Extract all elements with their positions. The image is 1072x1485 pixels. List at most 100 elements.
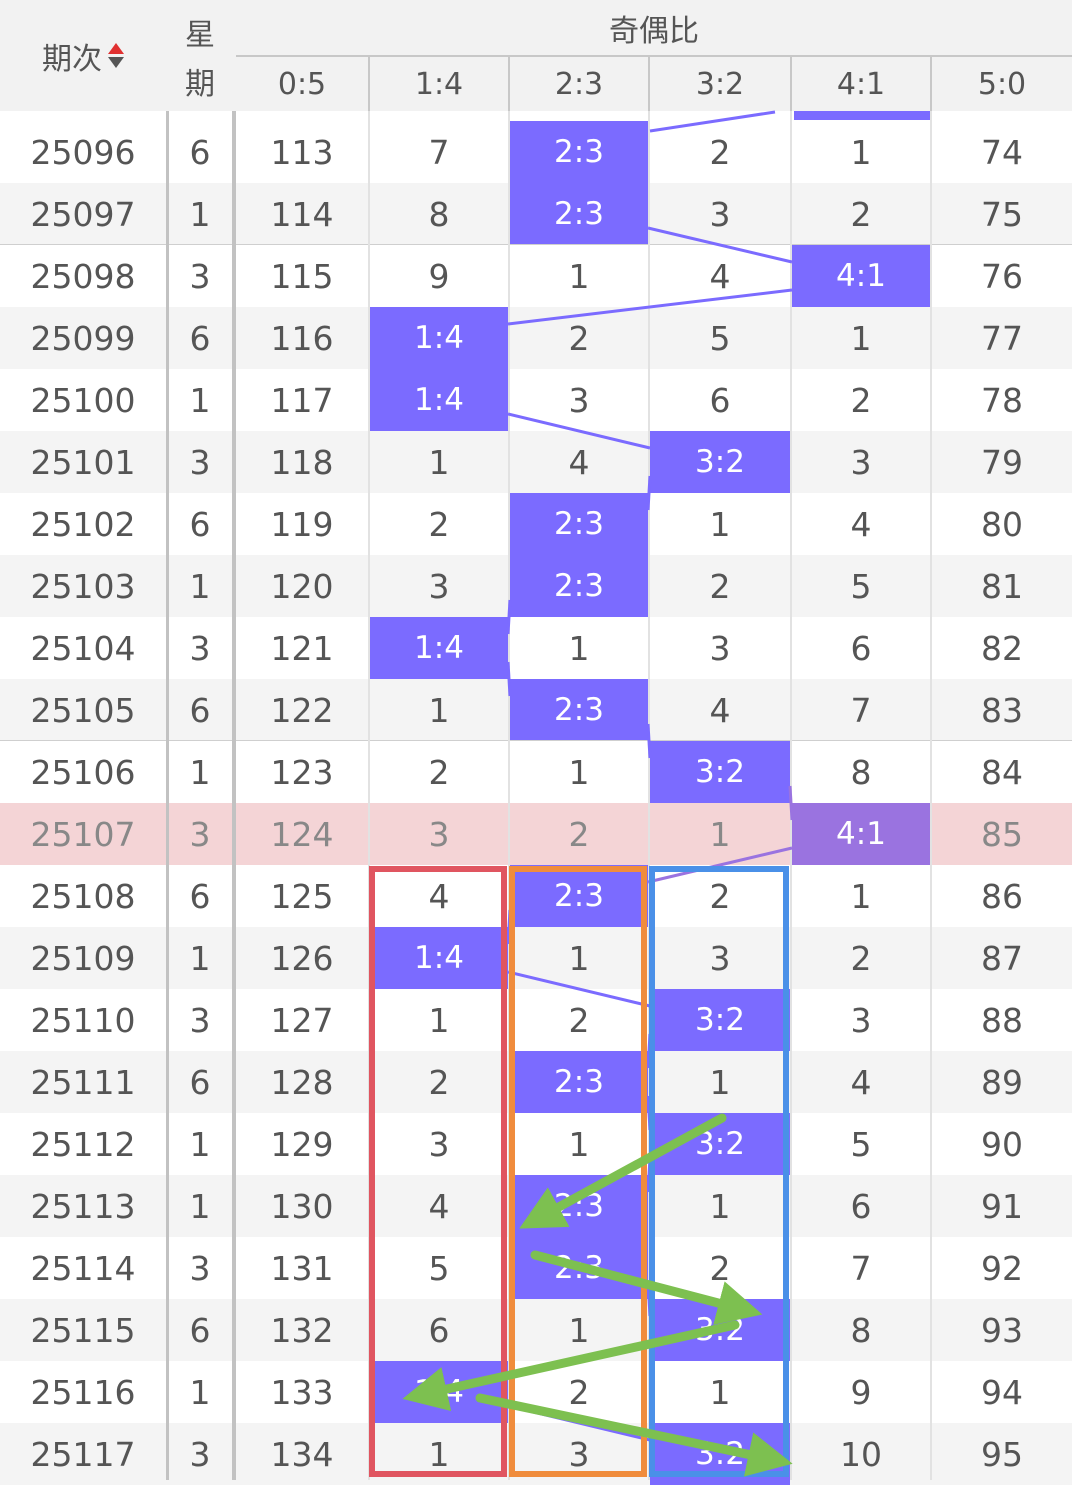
weekday: 3	[189, 256, 211, 296]
table-row: 25111 6 128 2 2:3 1 4 89	[0, 1051, 1072, 1113]
ratio-cell: 81	[981, 566, 1023, 606]
weekday: 6	[189, 132, 211, 172]
ratio-hit-cell: 3:2	[650, 1113, 790, 1175]
ratio-hit-cell: 2:3	[510, 121, 648, 183]
ratio-header-1-4: 1:4	[414, 66, 464, 102]
ratio-cell: 133	[270, 1372, 334, 1412]
ratio-cell: 4	[709, 256, 731, 296]
issue-number: 25101	[30, 442, 136, 482]
ratio-cell: 92	[981, 1248, 1023, 1288]
issue-column-header[interactable]: 期次	[0, 0, 166, 111]
ratio-cell: 121	[270, 628, 334, 668]
ratio-cell: 127	[270, 1000, 334, 1040]
issue-number: 25117	[30, 1434, 136, 1474]
week-column-label-top: 星	[185, 18, 215, 53]
table-row: 25114 3 131 5 2:3 2 7 92	[0, 1237, 1072, 1299]
ratio-header-5-0: 5:0	[977, 66, 1027, 102]
table-row: 25103 1 120 3 2:3 2 5 81	[0, 555, 1072, 617]
ratio-cell: 9	[850, 1372, 872, 1412]
ratio-hit-cell: 2:3	[510, 1051, 648, 1113]
table-row: 25100 1 117 1:4 3 6 2 78	[0, 369, 1072, 431]
ratio-cell: 4	[568, 442, 590, 482]
weekday: 3	[189, 1248, 211, 1288]
weekday: 3	[189, 1000, 211, 1040]
table-row: 25109 1 126 1:4 1 3 2 87	[0, 927, 1072, 989]
ratio-cell: 116	[270, 318, 334, 358]
weekday: 3	[189, 628, 211, 668]
ratio-cell: 1	[568, 256, 590, 296]
weekday: 1	[189, 566, 211, 606]
ratio-cell: 83	[981, 690, 1023, 730]
ratio-cell: 1	[850, 318, 872, 358]
ratio-cell: 114	[270, 194, 334, 234]
ratio-cell: 90	[981, 1124, 1023, 1164]
ratio-hit-cell: 2:3	[510, 1237, 648, 1299]
ratio-cell: 2	[428, 504, 450, 544]
ratio-hit-cell: 3:2	[650, 1299, 790, 1361]
ratio-hit-cell: 1:4	[370, 1361, 508, 1423]
ratio-cell: 3	[709, 938, 731, 978]
ratio-cell: 89	[981, 1062, 1023, 1102]
ratio-header-4-1: 4:1	[836, 66, 886, 102]
ratio-cell: 87	[981, 938, 1023, 978]
ratio-cell: 76	[981, 256, 1023, 296]
ratio-cell: 1	[709, 504, 731, 544]
ratio-cell: 5	[850, 1124, 872, 1164]
ratio-hit-cell: 3:2	[650, 741, 790, 803]
ratio-cell: 3	[428, 1124, 450, 1164]
issue-number: 25115	[30, 1310, 136, 1350]
table-row: 25116 1 133 1:4 2 1 9 94	[0, 1361, 1072, 1423]
ratio-cell: 1	[709, 1062, 731, 1102]
ratio-cell: 1	[568, 938, 590, 978]
ratio-cell: 86	[981, 876, 1023, 916]
weekday: 1	[189, 752, 211, 792]
ratio-cell: 6	[850, 1186, 872, 1226]
ratio-cell: 5	[709, 318, 731, 358]
ratio-cell: 88	[981, 1000, 1023, 1040]
ratio-cell: 8	[850, 1310, 872, 1350]
ratio-header-0-5: 0:5	[277, 66, 327, 102]
ratio-cell: 2	[709, 876, 731, 916]
issue-number: 25108	[30, 876, 136, 916]
weekday: 6	[189, 318, 211, 358]
ratio-cell: 3	[850, 442, 872, 482]
ratio-cell: 2	[568, 814, 590, 854]
ratio-cell: 6	[709, 380, 731, 420]
ratio-cell: 3	[709, 194, 731, 234]
week-column-label-bottom: 期	[185, 67, 215, 102]
ratio-cell: 120	[270, 566, 334, 606]
ratio-cell: 7	[428, 132, 450, 172]
ratio-cell: 4	[428, 876, 450, 916]
table-row: 25112 1 129 3 1 3:2 5 90	[0, 1113, 1072, 1175]
ratio-cell: 82	[981, 628, 1023, 668]
sort-icon[interactable]	[108, 43, 124, 68]
weekday: 3	[189, 1434, 211, 1474]
ratio-cell: 124	[270, 814, 334, 854]
ratio-column-divider	[790, 111, 792, 1480]
ratio-header-3-2: 3:2	[695, 66, 745, 102]
header-column-divider	[790, 57, 792, 111]
ratio-cell: 2	[850, 194, 872, 234]
ratio-cell: 79	[981, 442, 1023, 482]
ratio-cell: 4	[709, 690, 731, 730]
ratio-cell: 1	[568, 628, 590, 668]
table-row: 25105 6 122 1 2:3 4 7 83	[0, 679, 1072, 741]
ratio-hit-cell: 4:1	[792, 803, 930, 865]
issue-number: 25103	[30, 566, 136, 606]
ratio-hit-cell: 1:4	[370, 307, 508, 369]
issue-number: 25098	[30, 256, 136, 296]
issue-number: 25114	[30, 1248, 136, 1288]
ratio-cell: 3	[709, 628, 731, 668]
ratio-cell: 1	[850, 132, 872, 172]
ratio-cell: 1	[568, 752, 590, 792]
ratio-cell: 2	[568, 1372, 590, 1412]
ratio-cell: 126	[270, 938, 334, 978]
ratio-hit-cell: 3:2	[650, 431, 790, 493]
ratio-cell: 6	[428, 1310, 450, 1350]
ratio-cell: 5	[428, 1248, 450, 1288]
ratio-cell: 113	[270, 132, 334, 172]
ratio-cell: 2	[568, 1000, 590, 1040]
odd-even-ratio-title: 奇偶比	[609, 14, 699, 49]
ratio-cell: 74	[981, 132, 1023, 172]
